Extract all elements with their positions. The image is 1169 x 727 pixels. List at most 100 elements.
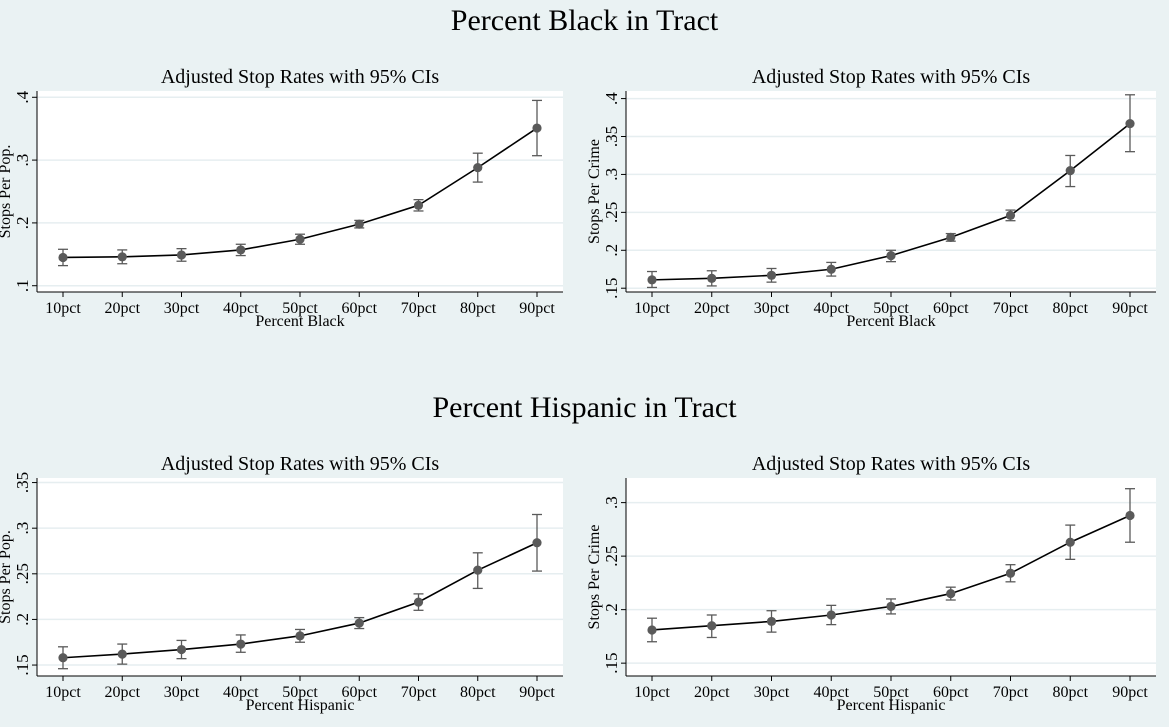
y-axis-label: Stops Per Pop. <box>0 530 14 624</box>
x-tick-label: 50pct <box>873 684 909 701</box>
y-tick-label: .3 <box>602 496 621 509</box>
y-tick-label: .1 <box>13 279 32 292</box>
data-point <box>946 588 956 599</box>
y-tick-label: .15 <box>602 653 621 674</box>
x-axis-label: Percent Hispanic <box>246 697 355 714</box>
y-tick-label: .3 <box>602 168 621 181</box>
data-point <box>58 653 68 663</box>
plot-area <box>626 478 1156 676</box>
x-tick-label: 70pct <box>401 300 437 317</box>
data-point <box>647 625 657 635</box>
y-tick-label: .25 <box>13 563 32 584</box>
data-point <box>886 601 896 612</box>
data-point <box>1125 510 1135 521</box>
x-tick-label: 20pct <box>104 684 140 701</box>
data-point <box>886 250 896 261</box>
chart-black-stops-per-crime: Adjusted Stop Rates with 95% CIs .15 .2 .25… <box>586 66 1156 330</box>
y-tick-label: .35 <box>13 472 32 493</box>
data-point <box>117 649 127 659</box>
x-axis-label: Percent Black <box>846 313 935 330</box>
x-tick-label: 40pct <box>813 684 849 701</box>
data-point <box>826 264 836 274</box>
data-point <box>647 275 657 285</box>
x-tick-label: 30pct <box>754 684 790 701</box>
x-tick-label: 50pct <box>282 684 318 701</box>
data-point <box>532 538 542 548</box>
x-tick-label: 90pct <box>519 300 555 317</box>
x-tick-label: 80pct <box>460 300 496 317</box>
x-tick-label: 30pct <box>164 300 200 317</box>
data-point <box>473 163 483 173</box>
data-point <box>295 631 305 641</box>
x-tick-label: 60pct <box>933 684 969 701</box>
data-point <box>176 644 187 655</box>
x-tick-label: 90pct <box>519 684 555 701</box>
x-tick-label: 70pct <box>993 684 1029 701</box>
data-point <box>117 252 127 262</box>
data-point <box>1065 537 1075 547</box>
x-tick-label: 80pct <box>1052 300 1088 317</box>
x-tick-label: 70pct <box>401 684 437 701</box>
chart-title: Adjusted Stop Rates with 95% CIs <box>752 453 1031 475</box>
data-point <box>826 610 836 620</box>
data-point <box>236 245 246 255</box>
y-axis-label: Stops Per Crime <box>586 525 603 630</box>
y-tick-label: .2 <box>13 613 32 626</box>
y-tick-label: .4 <box>13 90 32 103</box>
section-title-black: Percent Black in Tract <box>450 4 719 37</box>
x-tick-label: 20pct <box>694 684 730 701</box>
x-tick-label: 60pct <box>933 300 969 317</box>
data-point <box>295 234 305 244</box>
x-tick-label: 90pct <box>1112 300 1148 317</box>
data-point <box>707 621 717 631</box>
y-axis-label: Stops Per Pop. <box>0 145 14 239</box>
y-tick-label: .2 <box>602 244 621 257</box>
plot-area <box>37 478 563 676</box>
chart-hispanic-stops-per-crime: Adjusted Stop Rates with 95% CIs .15 .2 .25… <box>586 453 1156 714</box>
y-tick-label: .4 <box>602 92 621 105</box>
data-point <box>1065 166 1075 176</box>
data-point <box>946 232 956 242</box>
x-axis-label: Percent Hispanic <box>837 697 946 714</box>
y-tick-label: .3 <box>13 522 32 535</box>
data-point <box>1005 568 1016 578</box>
x-tick-label: 40pct <box>223 684 259 701</box>
data-point <box>766 616 777 627</box>
x-tick-label: 70pct <box>993 300 1029 317</box>
data-point <box>354 219 364 229</box>
x-tick-label: 80pct <box>460 684 496 701</box>
data-point <box>1005 210 1016 220</box>
x-tick-label: 40pct <box>223 300 259 317</box>
data-point <box>532 123 542 133</box>
section-title-hispanic: Percent Hispanic in Tract <box>432 391 737 424</box>
x-tick-label: 30pct <box>164 684 200 701</box>
x-tick-label: 80pct <box>1052 684 1088 701</box>
x-tick-label: 60pct <box>341 300 377 317</box>
chart-hispanic-stops-per-pop: Adjusted Stop Rates with 95% CIs .15 .2 .25… <box>0 453 563 714</box>
data-point <box>58 252 68 263</box>
y-tick-label: .15 <box>602 278 621 299</box>
chart-title: Adjusted Stop Rates with 95% CIs <box>161 66 440 88</box>
y-tick-label: .2 <box>13 217 32 230</box>
x-tick-label: 20pct <box>694 300 730 317</box>
x-tick-label: 60pct <box>341 684 377 701</box>
data-point <box>236 639 246 649</box>
data-point <box>176 250 187 260</box>
data-point <box>766 270 777 280</box>
data-point <box>1125 119 1135 129</box>
x-tick-label: 40pct <box>813 300 849 317</box>
data-point <box>707 273 717 283</box>
x-tick-label: 10pct <box>634 300 670 317</box>
x-tick-label: 10pct <box>45 684 81 701</box>
y-tick-label: .25 <box>602 546 621 567</box>
x-tick-label: 50pct <box>873 300 909 317</box>
y-tick-label: .25 <box>602 202 621 223</box>
data-point <box>413 200 424 210</box>
y-tick-label: .15 <box>13 654 32 675</box>
x-tick-label: 50pct <box>282 300 318 317</box>
x-tick-label: 30pct <box>754 300 790 317</box>
plot-area <box>37 91 563 292</box>
x-axis-label: Percent Black <box>255 313 344 330</box>
data-point <box>413 597 424 607</box>
x-tick-label: 10pct <box>45 300 81 317</box>
